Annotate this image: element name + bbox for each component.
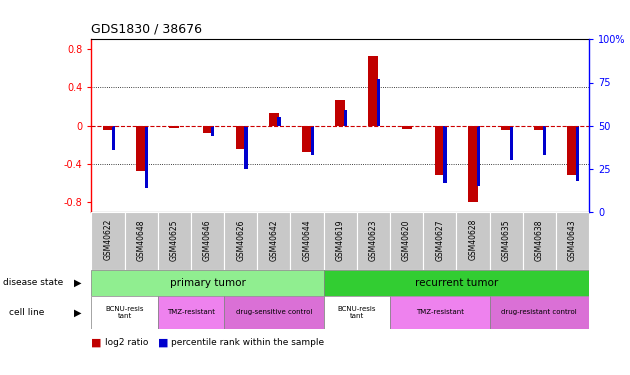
Text: BCNU-resis
tant: BCNU-resis tant [105, 306, 144, 319]
Bar [324, 212, 357, 270]
Text: drug-sensitive control: drug-sensitive control [236, 309, 312, 315]
Bar [510, 126, 513, 160]
Bar [136, 126, 146, 171]
Bar [556, 212, 589, 270]
Bar [324, 270, 589, 296]
Text: ■: ■ [158, 338, 168, 347]
Bar [224, 296, 324, 329]
Bar [290, 212, 324, 270]
Bar [435, 126, 445, 176]
Bar [324, 296, 390, 329]
Text: ■: ■ [91, 338, 102, 347]
Text: log2 ratio: log2 ratio [105, 338, 149, 347]
Bar [444, 126, 447, 183]
Bar [501, 126, 511, 130]
Bar [401, 126, 411, 129]
Bar [145, 126, 148, 188]
Text: GSM40625: GSM40625 [170, 219, 179, 261]
Bar [244, 126, 248, 169]
Text: recurrent tumor: recurrent tumor [415, 278, 498, 288]
Bar [369, 56, 379, 126]
Bar [158, 296, 224, 329]
Bar [269, 113, 279, 126]
Bar [202, 126, 212, 133]
Bar [236, 126, 246, 148]
Text: ▶: ▶ [74, 308, 82, 317]
Text: cell line: cell line [9, 308, 45, 317]
Bar [568, 126, 578, 176]
Bar [476, 126, 480, 186]
Text: percentile rank within the sample: percentile rank within the sample [171, 338, 324, 347]
Text: GSM40635: GSM40635 [501, 219, 510, 261]
Bar [543, 126, 546, 155]
Bar [91, 296, 158, 329]
Text: GSM40648: GSM40648 [137, 219, 146, 261]
Text: BCNU-resis
tant: BCNU-resis tant [338, 306, 376, 319]
Bar [344, 110, 347, 126]
Text: GSM40622: GSM40622 [103, 219, 112, 261]
Text: GSM40638: GSM40638 [535, 219, 544, 261]
Text: GSM40626: GSM40626 [236, 219, 245, 261]
Bar [490, 212, 523, 270]
Text: ▶: ▶ [74, 278, 82, 288]
Bar [390, 296, 490, 329]
Text: GSM40620: GSM40620 [402, 219, 411, 261]
Text: GDS1830 / 38676: GDS1830 / 38676 [91, 22, 202, 36]
Bar [112, 126, 115, 150]
Text: GSM40628: GSM40628 [469, 219, 478, 261]
Text: GSM40642: GSM40642 [270, 219, 278, 261]
Bar [523, 212, 556, 270]
Text: GSM40644: GSM40644 [302, 219, 311, 261]
Text: GSM40646: GSM40646 [203, 219, 212, 261]
Bar [91, 270, 324, 296]
Bar [335, 100, 345, 126]
Bar [377, 79, 381, 126]
Bar [302, 126, 312, 152]
Bar [534, 126, 544, 130]
Text: TMZ-resistant: TMZ-resistant [167, 309, 215, 315]
Bar [125, 212, 158, 270]
Text: GSM40619: GSM40619 [336, 219, 345, 261]
Bar [423, 212, 456, 270]
Text: disease state: disease state [3, 278, 64, 287]
Bar [191, 212, 224, 270]
Bar [468, 126, 478, 202]
Text: GSM40623: GSM40623 [369, 219, 378, 261]
Bar [277, 117, 281, 126]
Bar [257, 212, 290, 270]
Bar [211, 126, 214, 136]
Text: GSM40627: GSM40627 [435, 219, 444, 261]
Bar [490, 296, 589, 329]
Text: TMZ-resistant: TMZ-resistant [416, 309, 464, 315]
Bar [456, 212, 490, 270]
Bar [103, 126, 113, 130]
Bar [224, 212, 257, 270]
Bar [576, 126, 580, 181]
Text: GSM40643: GSM40643 [568, 219, 577, 261]
Text: drug-resistant control: drug-resistant control [501, 309, 577, 315]
Bar [158, 212, 191, 270]
Bar [390, 212, 423, 270]
Text: primary tumor: primary tumor [169, 278, 246, 288]
Bar [357, 212, 390, 270]
Bar [91, 212, 125, 270]
Bar [311, 126, 314, 155]
Bar [169, 126, 180, 128]
